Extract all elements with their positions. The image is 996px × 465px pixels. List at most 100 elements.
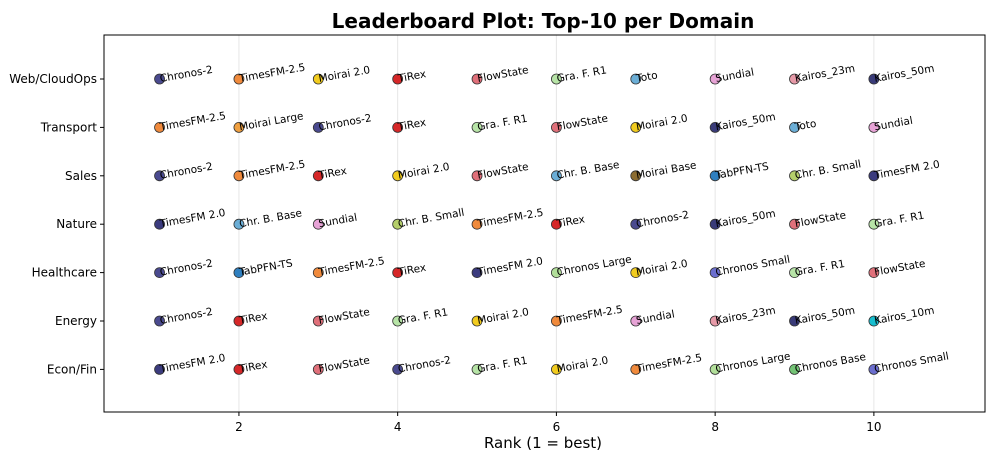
points-layer: Chronos-2 TimesFM-2.5 Moirai 2.0 TiRex FlowS…	[154, 62, 950, 376]
point-label: Sundial	[635, 308, 675, 327]
data-point	[630, 267, 642, 279]
point-label: Kairos_50m	[794, 305, 856, 327]
data-point	[551, 122, 562, 133]
data-point	[312, 315, 324, 327]
point-label: Kairos_50m	[715, 111, 777, 133]
data-point	[789, 122, 800, 133]
data-point	[551, 73, 562, 85]
point-label: Moirai 2.0	[635, 112, 688, 133]
data-point	[868, 315, 880, 327]
data-point	[471, 267, 483, 279]
point-label: FlowState	[476, 161, 529, 182]
data-point	[789, 218, 800, 230]
data-point	[709, 315, 721, 327]
point-label: TabPFN-TS	[237, 257, 293, 278]
data-point	[154, 363, 165, 375]
point-label: TimesFM 2.0	[158, 207, 226, 231]
y-tick-label: Healthcare	[32, 266, 97, 280]
point-label: Chronos Base	[794, 351, 867, 375]
point-label: Kairos_10m	[873, 305, 935, 327]
data-point	[312, 267, 324, 279]
point-label: Moirai 2.0	[635, 258, 688, 279]
point-label: TiRex	[317, 165, 348, 182]
point-label: Kairos_50m	[873, 63, 935, 85]
data-point	[709, 73, 721, 85]
point-label: Moirai 2.0	[556, 354, 609, 375]
x-tick-label: 2	[235, 420, 243, 434]
data-point	[551, 218, 562, 230]
data-point	[709, 122, 721, 133]
point-label: FlowState	[318, 355, 371, 376]
data-point	[630, 170, 642, 182]
data-point	[392, 170, 404, 182]
data-point	[709, 363, 721, 375]
data-point	[868, 122, 880, 133]
data-point	[630, 315, 642, 327]
data-point	[709, 267, 721, 279]
data-point	[789, 267, 800, 279]
data-point	[233, 73, 245, 85]
point-label: TiRex	[396, 68, 427, 85]
point-label: TimesFM-2.5	[317, 255, 386, 279]
data-point	[789, 73, 800, 85]
x-axis-label: Rank (1 = best)	[484, 434, 602, 452]
data-point	[868, 218, 880, 230]
data-point	[789, 170, 800, 182]
data-point	[868, 73, 880, 85]
data-point	[630, 122, 642, 133]
data-point	[868, 170, 880, 182]
point-label: Toto	[634, 69, 658, 85]
plot-area-frame	[103, 34, 986, 413]
point-label: Kairos_23m	[715, 305, 777, 327]
point-label: Gra. F. R1	[873, 210, 925, 231]
data-point	[392, 363, 404, 375]
y-tick-label: Sales	[65, 169, 97, 183]
data-point	[630, 218, 642, 230]
data-point	[471, 218, 483, 230]
chart-title: Leaderboard Plot: Top-10 per Domain	[332, 9, 755, 33]
point-label: Chr. B. Base	[556, 159, 621, 182]
data-point	[471, 315, 483, 327]
data-point	[154, 73, 165, 85]
data-point	[551, 363, 562, 375]
data-point	[154, 218, 165, 230]
data-point	[312, 218, 324, 230]
point-label: Chr. B. Small	[794, 158, 862, 181]
point-label: Chronos Small	[715, 254, 791, 279]
point-label: TabPFN-TS	[714, 161, 770, 182]
point-label: FlowState	[873, 258, 926, 279]
data-point	[312, 122, 324, 133]
y-tick-label: Econ/Fin	[47, 362, 97, 376]
data-point	[630, 363, 642, 375]
point-label: Kairos_50m	[715, 208, 777, 230]
data-point	[551, 267, 562, 279]
point-label: Gra. F. R1	[397, 306, 449, 327]
data-point	[551, 170, 562, 182]
data-point	[312, 73, 324, 85]
point-label: TimesFM 2.0	[872, 158, 940, 182]
data-point	[154, 122, 165, 133]
point-label: Gra. F. R1	[556, 64, 608, 85]
point-label: Chr. B. Small	[397, 207, 465, 230]
point-label: Kairos_23m	[794, 63, 856, 85]
data-point	[392, 218, 404, 230]
point-label: TimesFM-2.5	[237, 62, 306, 86]
data-point	[154, 170, 165, 182]
point-label: TimesFM 2.0	[475, 255, 543, 279]
point-label: Chronos-2	[159, 161, 214, 182]
point-label: TiRex	[555, 213, 586, 230]
point-label: Chronos-2	[159, 306, 214, 327]
point-label: FlowState	[318, 306, 371, 327]
data-point	[154, 267, 165, 279]
point-label: Toto	[793, 118, 817, 134]
y-tick-label: Energy	[55, 314, 97, 328]
point-label: Moirai Base	[635, 159, 697, 181]
point-label: Sundial	[318, 212, 358, 231]
point-label: Chronos Large	[556, 254, 633, 279]
point-label: TiRex	[396, 262, 427, 279]
point-label: TimesFM-2.5	[475, 207, 544, 231]
x-tick-label: 4	[394, 420, 402, 434]
point-label: Chronos-2	[635, 209, 690, 230]
point-label: Chronos-2	[159, 64, 214, 85]
y-tick-label: Transport	[40, 120, 98, 134]
